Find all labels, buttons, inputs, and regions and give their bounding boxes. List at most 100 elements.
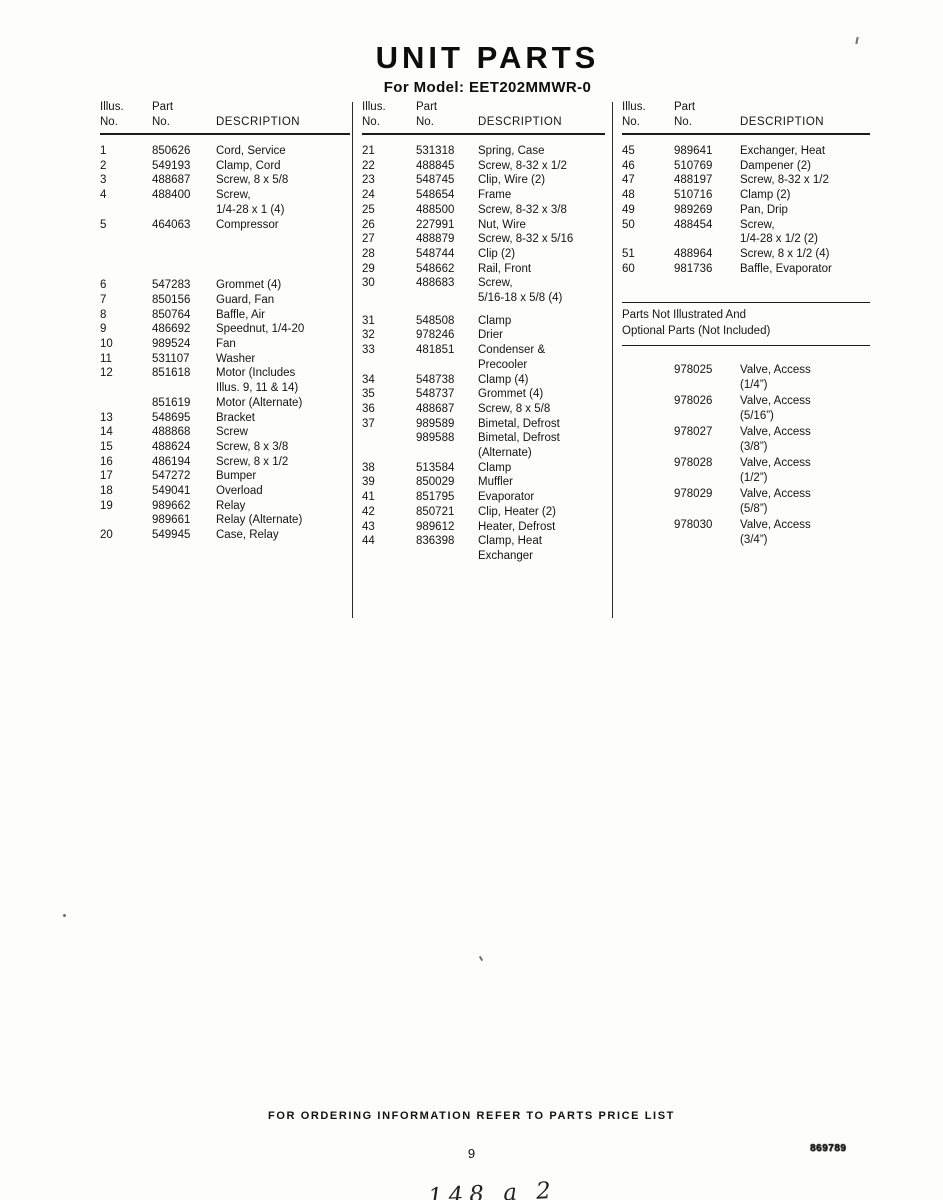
not-illustrated-section: Parts Not Illustrated And Optional Parts… <box>622 302 870 548</box>
part-no-cell: 488454 <box>674 218 713 231</box>
part-no-cell: 981736 <box>674 262 713 275</box>
table-row: 17 547272 Bumper <box>100 469 350 484</box>
description-cell: Clamp <box>478 314 512 327</box>
illus-no-cell: 10 <box>100 338 113 351</box>
illus-no-cell: 28 <box>362 247 375 260</box>
description-cell: Cord, Service <box>216 145 286 157</box>
illus-no-cell: 50 <box>622 218 635 231</box>
header-no-label: No. <box>152 116 170 128</box>
illus-no-cell: 37 <box>362 417 375 430</box>
part-no-cell: 548654 <box>416 189 455 202</box>
part-no-cell: 549945 <box>152 529 191 542</box>
description-cell: Fan <box>216 338 236 351</box>
scan-artifact <box>478 955 484 962</box>
description-cell: Screw, 8 x 5/8 <box>216 174 289 187</box>
illus-no-cell: 12 <box>100 367 113 380</box>
part-no-cell: 488400 <box>152 189 191 202</box>
part-no-cell: 488845 <box>416 159 455 172</box>
illus-no-cell: 20 <box>100 529 113 542</box>
part-no-cell: 836398 <box>416 535 455 548</box>
illus-no-cell: 35 <box>362 388 375 401</box>
part-no-cell: 488197 <box>674 174 713 187</box>
table-row: 24 548654 Frame <box>362 188 605 203</box>
table-row: 1 850626 Cord, Service <box>100 144 350 159</box>
table-row: 9 486692 Speednut, 1/4-20 <box>100 322 350 337</box>
part-no-cell: 978030 <box>674 519 713 532</box>
part-no-cell: 531318 <box>416 145 455 157</box>
description-cell: Bimetal, Defrost (Alternate) <box>478 432 560 460</box>
table-row: 978027 Valve, Access (3/8”) <box>622 425 870 455</box>
part-no-cell: 548695 <box>152 411 191 424</box>
table-row: 43 989612 Heater, Defrost <box>362 520 605 535</box>
table-row: 11 531107 Washer <box>100 352 350 367</box>
parts-list-1: 1 850626 Cord, Service 2 549193 Clamp, C… <box>100 144 350 543</box>
part-no-cell: 513584 <box>416 461 455 474</box>
column-divider <box>352 102 353 618</box>
part-no-cell: 851795 <box>416 491 455 504</box>
illus-no-cell <box>622 456 674 486</box>
parts-list-2: 21 531318 Spring, Case 22 488845 Screw, … <box>362 144 605 564</box>
parts-list-3: 45 989641 Exchanger, Heat 46 510769 Damp… <box>622 144 870 276</box>
part-no-cell: 547272 <box>152 470 191 483</box>
illus-no-cell: 4 <box>100 189 107 202</box>
illus-no-cell: 60 <box>622 262 635 275</box>
description-cell: Rail, Front <box>478 262 532 275</box>
column-1-header: Illus. Part No. No. DESCRIPTION <box>100 100 350 135</box>
illus-no-cell: 43 <box>362 520 375 533</box>
description-cell: Screw, 8-32 x 3/8 <box>478 203 567 216</box>
table-row: 978028 Valve, Access (1/2”) <box>622 456 870 486</box>
header-part-label: Part <box>416 101 438 113</box>
description-cell: Washer <box>216 352 256 365</box>
table-row: 42 850721 Clip, Heater (2) <box>362 505 605 520</box>
not-illustrated-heading: Parts Not Illustrated And Optional Parts… <box>622 302 870 347</box>
part-no-cell: 978027 <box>674 426 713 439</box>
header-part-label: Part <box>152 101 174 113</box>
not-illustrated-list: 978025 Valve, Access (1/4”) 978026 Valve… <box>622 363 870 548</box>
table-row: 31 548508 Clamp <box>362 314 605 329</box>
table-row: 21 531318 Spring, Case <box>362 144 605 159</box>
table-row: 14 488868 Screw <box>100 425 350 440</box>
table-row: 6 547283 Grommet (4) <box>100 278 350 293</box>
description-cell: Valve, Access (1/2”) <box>740 457 811 485</box>
table-row: 22 488845 Screw, 8-32 x 1/2 <box>362 159 605 174</box>
description-cell: Condenser & Precooler <box>478 344 546 371</box>
table-row: 989588 Bimetal, Defrost (Alternate) <box>362 431 605 460</box>
illus-no-cell: 30 <box>362 277 375 290</box>
part-no-cell: 978029 <box>674 488 713 501</box>
header-no-label: No. <box>100 116 118 128</box>
illus-no-cell: 17 <box>100 470 113 483</box>
part-no-cell: 488624 <box>152 440 191 453</box>
column-2-header: Illus. Part No. No. DESCRIPTION <box>362 100 605 135</box>
illus-no-cell: 24 <box>362 189 375 202</box>
illus-no-cell: 46 <box>622 159 635 172</box>
part-no-cell: 989269 <box>674 203 713 216</box>
illus-no-cell: 18 <box>100 485 113 498</box>
part-no-cell: 488964 <box>674 247 713 260</box>
illus-no-cell <box>100 396 152 411</box>
header-part-label: Part <box>674 101 696 113</box>
description-cell: Clamp, Heat Exchanger <box>478 535 542 562</box>
description-cell: Heater, Defrost <box>478 520 556 533</box>
illus-no-cell: 11 <box>100 352 112 365</box>
illus-no-cell: 48 <box>622 189 635 202</box>
part-no-cell: 978246 <box>416 329 455 342</box>
description-cell: Pan, Drip <box>740 203 788 216</box>
table-row: 25 488500 Screw, 8-32 x 3/8 <box>362 203 605 218</box>
table-row: 60 981736 Baffle, Evaporator <box>622 262 870 277</box>
description-cell: Bumper <box>216 470 257 483</box>
illus-no-cell: 26 <box>362 218 375 231</box>
parts-column-2: Illus. Part No. No. DESCRIPTION 21 53131… <box>362 100 605 564</box>
illus-no-cell <box>622 394 674 424</box>
header-illus-label: Illus. <box>100 101 124 113</box>
header-description-label: DESCRIPTION <box>478 116 563 128</box>
table-row: 41 851795 Evaporator <box>362 490 605 505</box>
illus-no-cell: 34 <box>362 373 375 386</box>
description-cell: Clamp (4) <box>478 373 529 386</box>
table-row: 2 549193 Clamp, Cord <box>100 159 350 174</box>
table-row: 51 488964 Screw, 8 x 1/2 (4) <box>622 247 870 262</box>
table-row: 34 548738 Clamp (4) <box>362 373 605 388</box>
illus-no-cell: 6 <box>100 279 107 292</box>
part-no-cell: 549193 <box>152 159 191 172</box>
table-row: 978030 Valve, Access (3/4”) <box>622 518 870 548</box>
part-no-cell: 989588 <box>416 432 455 445</box>
